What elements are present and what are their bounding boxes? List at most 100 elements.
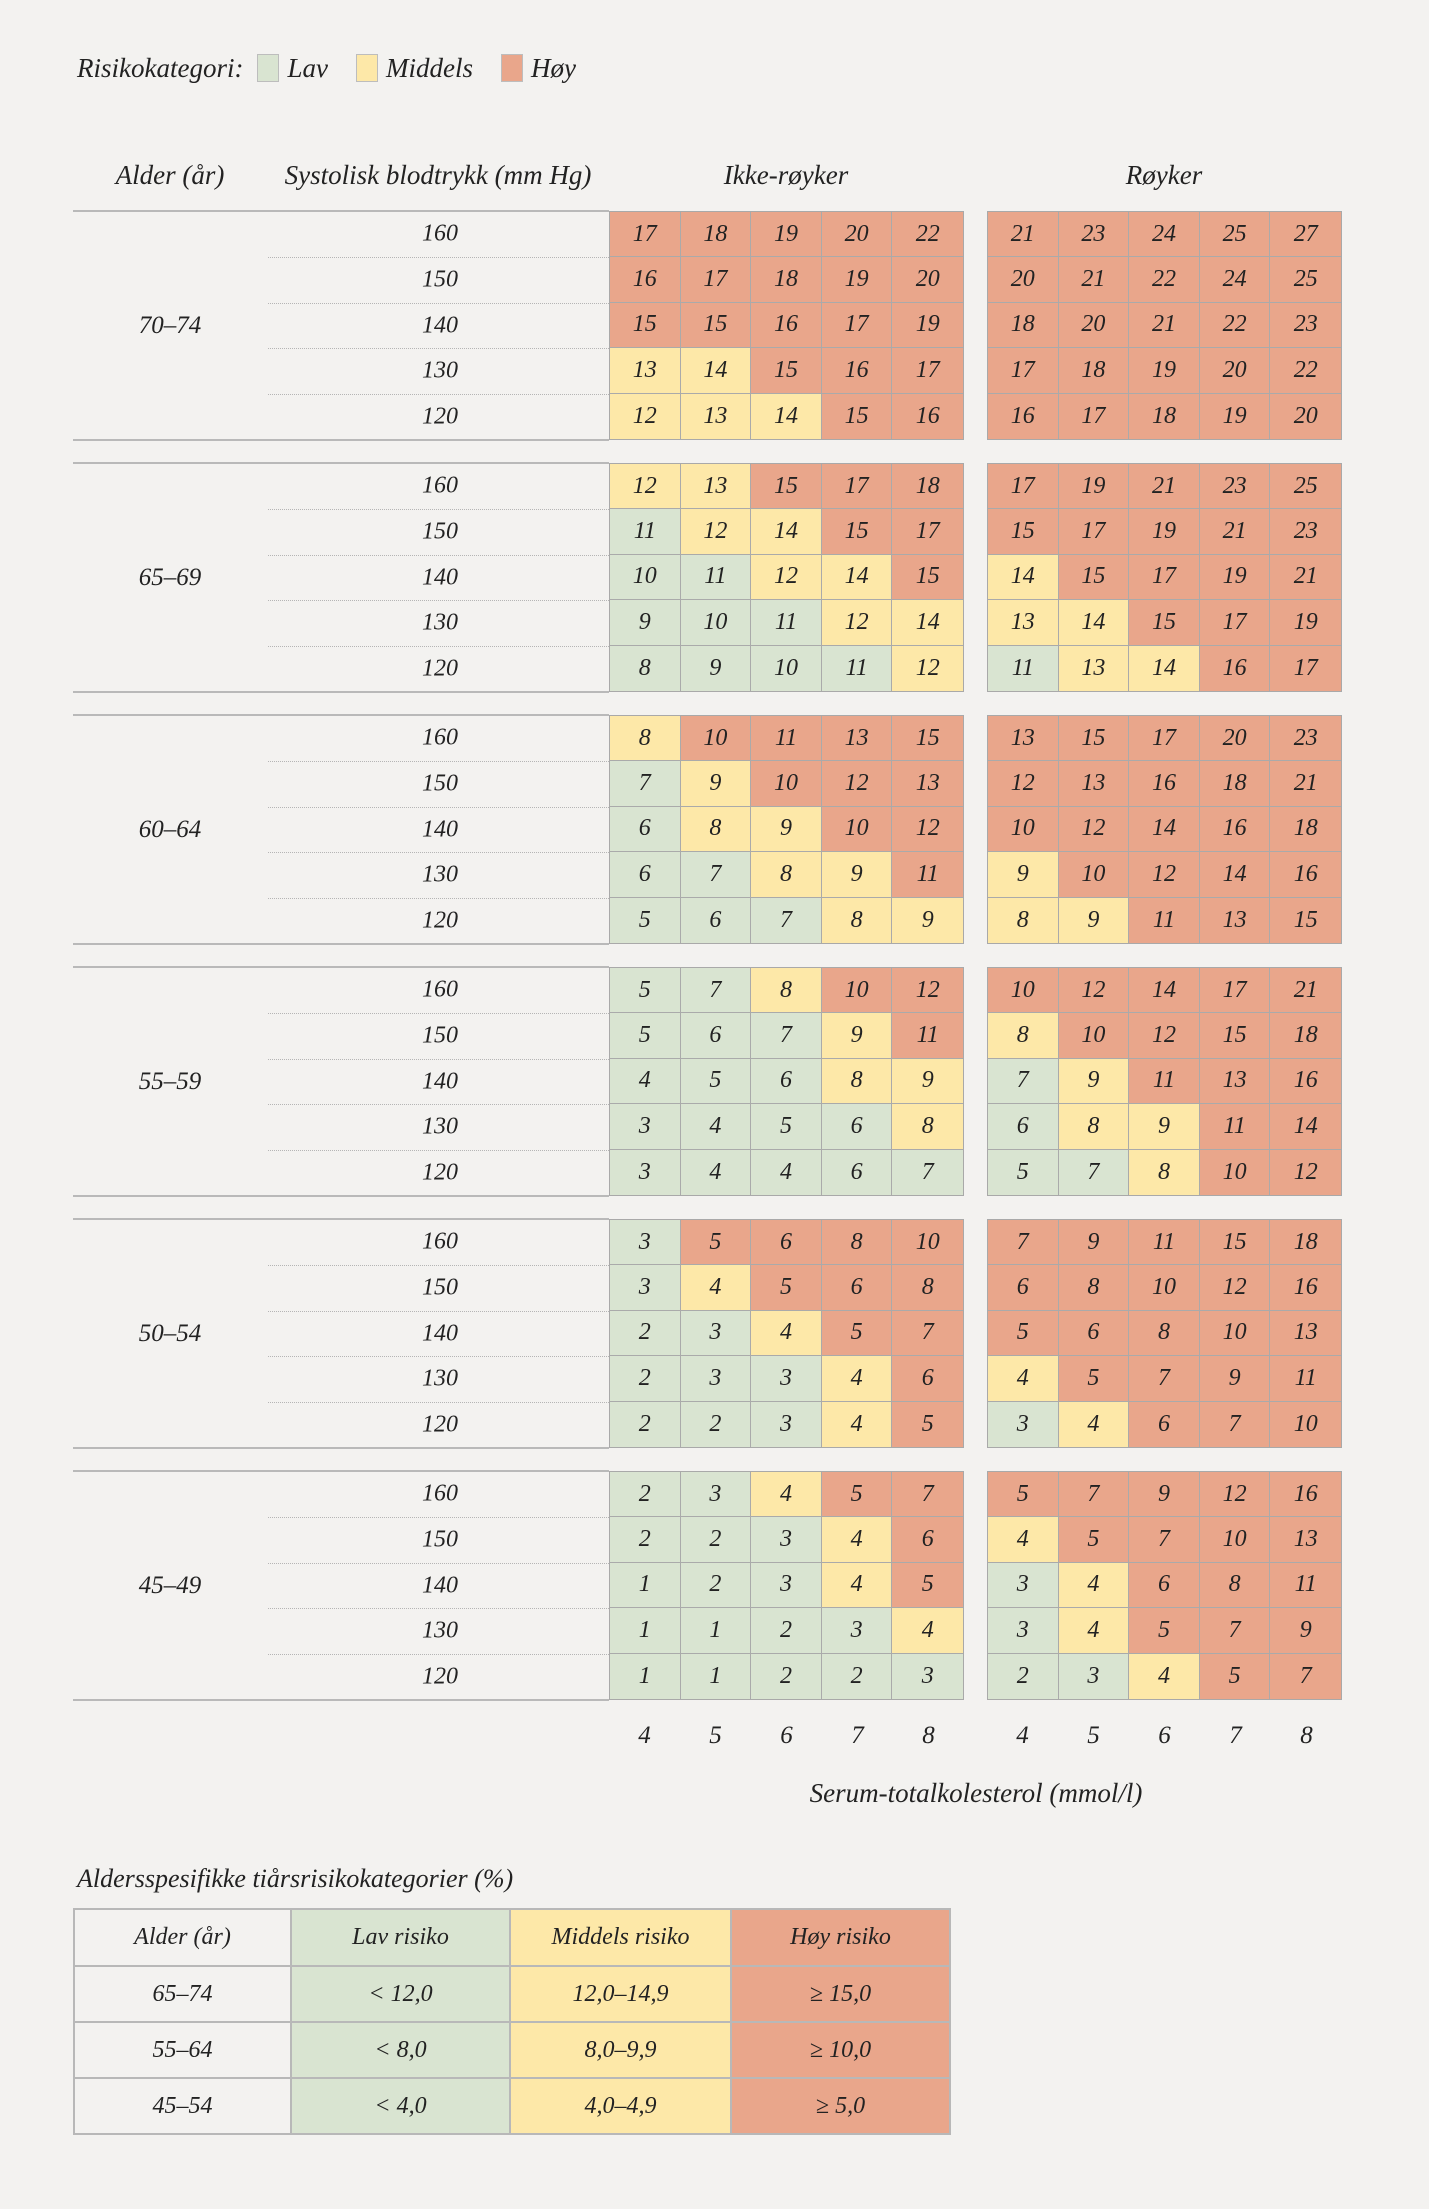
- cholesterol-axis-label: Serum-totalkolesterol (mmol/l): [809, 1778, 1143, 1808]
- row-divider: [268, 1310, 609, 1312]
- risk-cell: 7: [988, 1220, 1059, 1266]
- risk-cell: 22: [892, 212, 963, 258]
- smoker-grid: 10 12 14 17 21 8 10 12 15 18 7 9 11 13 16 6 8 9 11 14 5 7 8 10 1…: [987, 967, 1342, 1196]
- risk-cell: 8: [1129, 1310, 1200, 1357]
- blood-pressure-label: 160: [422, 976, 458, 1003]
- risk-cell: 12: [1199, 1472, 1271, 1518]
- row-divider: [268, 1150, 609, 1152]
- risk-cell: 4: [1129, 1653, 1200, 1699]
- header-nonsmoker: Ikke-røyker: [723, 160, 849, 190]
- risk-cell: 23: [1270, 716, 1341, 762]
- risk-legend: Risikokategori: Lav Middels Høy: [77, 50, 590, 86]
- legend-swatch-medium: [355, 54, 378, 82]
- risk-cell: 17: [1199, 600, 1271, 646]
- age-group-label: 60–64: [138, 815, 202, 843]
- risk-cell: 11: [892, 1013, 963, 1059]
- risk-cell: 12: [1058, 968, 1130, 1014]
- risk-cell: 4: [680, 1149, 752, 1195]
- risk-cell: 17: [610, 212, 681, 258]
- risk-cell: 6: [892, 1356, 963, 1402]
- risk-cell: 9: [680, 761, 752, 807]
- risk-cell: 6: [751, 1058, 822, 1105]
- block-bottom-rule: [73, 1699, 609, 1701]
- risk-cell: 12: [1270, 1149, 1341, 1195]
- risk-cell: 6: [680, 897, 752, 943]
- row-divider: [268, 256, 609, 258]
- block-bottom-rule: [73, 943, 609, 945]
- risk-cell: 17: [988, 464, 1059, 510]
- blood-pressure-label: 120: [422, 1159, 458, 1186]
- risk-cell: 5: [892, 1401, 963, 1447]
- risk-cell: 12: [892, 645, 963, 691]
- risk-cell: 6: [892, 1517, 963, 1563]
- risk-cell: 14: [1129, 968, 1200, 1014]
- risk-cell: 11: [1270, 1356, 1341, 1402]
- blood-pressure-label: 140: [422, 1320, 458, 1346]
- risk-cell: 9: [821, 1013, 893, 1059]
- nonsmoker-grid: 5 7 8 10 12 5 6 7 9 11 4 5 6 8 9 3 4 5 6 8 3 4 4 6 7: [609, 967, 964, 1196]
- risk-cell: 9: [1058, 897, 1130, 943]
- risk-cell: 17: [821, 302, 893, 349]
- blood-pressure-label: 130: [422, 609, 458, 636]
- risk-cell: 8: [988, 1013, 1059, 1059]
- table-cell: ≥ 15,0: [730, 1965, 951, 2023]
- risk-cell: 8: [1058, 1104, 1130, 1150]
- risk-cell: 21: [1129, 464, 1200, 510]
- risk-cell: 19: [1199, 554, 1271, 601]
- risk-cell: 4: [751, 1310, 822, 1357]
- risk-cell: 16: [751, 302, 822, 349]
- risk-cell: 17: [1129, 716, 1200, 762]
- risk-cell: 18: [1129, 393, 1200, 439]
- risk-cell: 13: [988, 600, 1059, 646]
- risk-cell: 9: [1129, 1472, 1200, 1518]
- risk-cell: 4: [610, 1058, 681, 1105]
- blood-pressure-label: 130: [422, 357, 458, 384]
- risk-cell: 8: [610, 716, 681, 762]
- risk-cell: 21: [1270, 968, 1341, 1014]
- blood-pressure-label: 120: [422, 1411, 458, 1438]
- blood-pressure-label: 140: [422, 564, 458, 590]
- risk-cell: 18: [1270, 1013, 1341, 1059]
- blood-pressure-label: 160: [422, 220, 458, 247]
- risk-cell: 18: [680, 212, 752, 258]
- risk-cell: 17: [1058, 393, 1130, 439]
- row-divider: [268, 302, 609, 304]
- risk-cell: 20: [1199, 716, 1271, 762]
- nonsmoker-grid: 12 13 15 17 18 11 12 14 15 17 10 11 12 14 15 9 10 11 12 14 8…: [609, 463, 964, 692]
- risk-cell: 5: [892, 1562, 963, 1609]
- risk-cell: 11: [892, 852, 963, 898]
- risk-cell: 15: [751, 348, 822, 394]
- block-bottom-rule: [73, 1195, 609, 1197]
- risk-cell: 2: [680, 1517, 752, 1563]
- age-group-label: 45–49: [138, 1571, 202, 1599]
- risk-cell: 17: [1058, 509, 1130, 555]
- risk-cell: 3: [821, 1608, 893, 1654]
- risk-cell: 13: [1199, 1058, 1271, 1105]
- risk-cell: 12: [1058, 806, 1130, 853]
- risk-cell: 5: [751, 1265, 822, 1311]
- risk-cell: 11: [751, 716, 822, 762]
- risk-cell: 11: [680, 554, 752, 601]
- risk-cell: 16: [610, 257, 681, 303]
- risk-cell: 9: [1129, 1104, 1200, 1150]
- risk-cell: 19: [1199, 393, 1271, 439]
- risk-cell: 7: [1199, 1401, 1271, 1447]
- risk-cell: 7: [1199, 1608, 1271, 1654]
- risk-cell: 11: [1129, 897, 1200, 943]
- risk-cell: 3: [751, 1517, 822, 1563]
- risk-cell: 3: [1058, 1653, 1130, 1699]
- risk-cell: 14: [988, 554, 1059, 601]
- risk-cell: 5: [1129, 1608, 1200, 1654]
- block-bottom-rule: [73, 439, 609, 441]
- risk-cell: 19: [821, 257, 893, 303]
- risk-cell: 4: [751, 1472, 822, 1518]
- risk-cell: 15: [1270, 897, 1341, 943]
- risk-cell: 19: [1058, 464, 1130, 510]
- risk-cell: 2: [751, 1608, 822, 1654]
- risk-cell: 21: [1058, 257, 1130, 303]
- risk-cell: 12: [821, 600, 893, 646]
- blood-pressure-label: 150: [422, 1274, 458, 1301]
- risk-cell: 12: [610, 393, 681, 439]
- row-divider: [268, 1058, 609, 1060]
